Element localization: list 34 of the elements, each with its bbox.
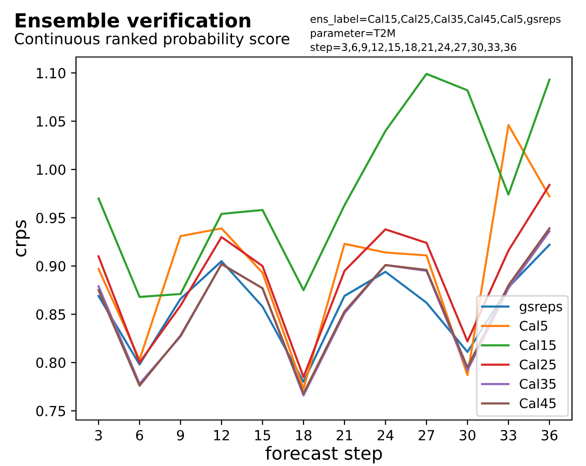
- x-tick-label: 30: [460, 430, 476, 440]
- legend-label: Cal25: [520, 359, 556, 370]
- y-axis-title: crps: [16, 220, 30, 257]
- x-tick-label: 6: [136, 430, 144, 440]
- y-tick-label: 1.10: [36, 68, 66, 78]
- y-tick-label: 0.95: [36, 212, 66, 224]
- y-tick-label: 1.00: [36, 164, 66, 175]
- x-tick-label: 33: [500, 430, 516, 440]
- y-tick-label: 1.05: [36, 116, 66, 127]
- line-series: [98, 72, 550, 298]
- legend-label: gsreps: [520, 304, 562, 314]
- x-tick-label: 3: [95, 430, 102, 440]
- x-tick-label: 15: [255, 430, 270, 440]
- x-tick-label: 12: [214, 430, 229, 440]
- text: ens_label=Cal15,Cal25,Cal35,Cal45,Cal5,gsreps: [310, 14, 561, 26]
- x-tick-label: 27: [418, 430, 434, 440]
- legend-label: Cal5: [520, 320, 548, 331]
- y-tick-label: 0.75: [36, 406, 66, 416]
- text: parameter=T2M: [310, 29, 395, 40]
- legend-label: Cal15: [520, 340, 556, 350]
- x-tick-label: 36: [542, 430, 558, 440]
- y-tick-label: 0.80: [36, 358, 66, 368]
- text: step=3,6,9,12,15,18,21,24,27,30,33,36: [310, 43, 516, 54]
- chart-subtitle: Continuous ranked probability score: [14, 32, 290, 48]
- x-tick-label: 21: [336, 430, 352, 440]
- y-tick-label: 0.90: [36, 260, 66, 272]
- x-axis-title: forecast step: [266, 446, 382, 464]
- chart-title: Ensemble verification: [16, 12, 250, 28]
- legend-label: Cal35: [520, 378, 556, 389]
- x-tick-label: 24: [378, 430, 394, 440]
- legend-label: Cal45: [520, 398, 556, 408]
- x-tick-label: 9: [176, 430, 184, 440]
- x-tick-label: 18: [296, 430, 312, 440]
- y-tick-label: 0.85: [36, 309, 66, 320]
